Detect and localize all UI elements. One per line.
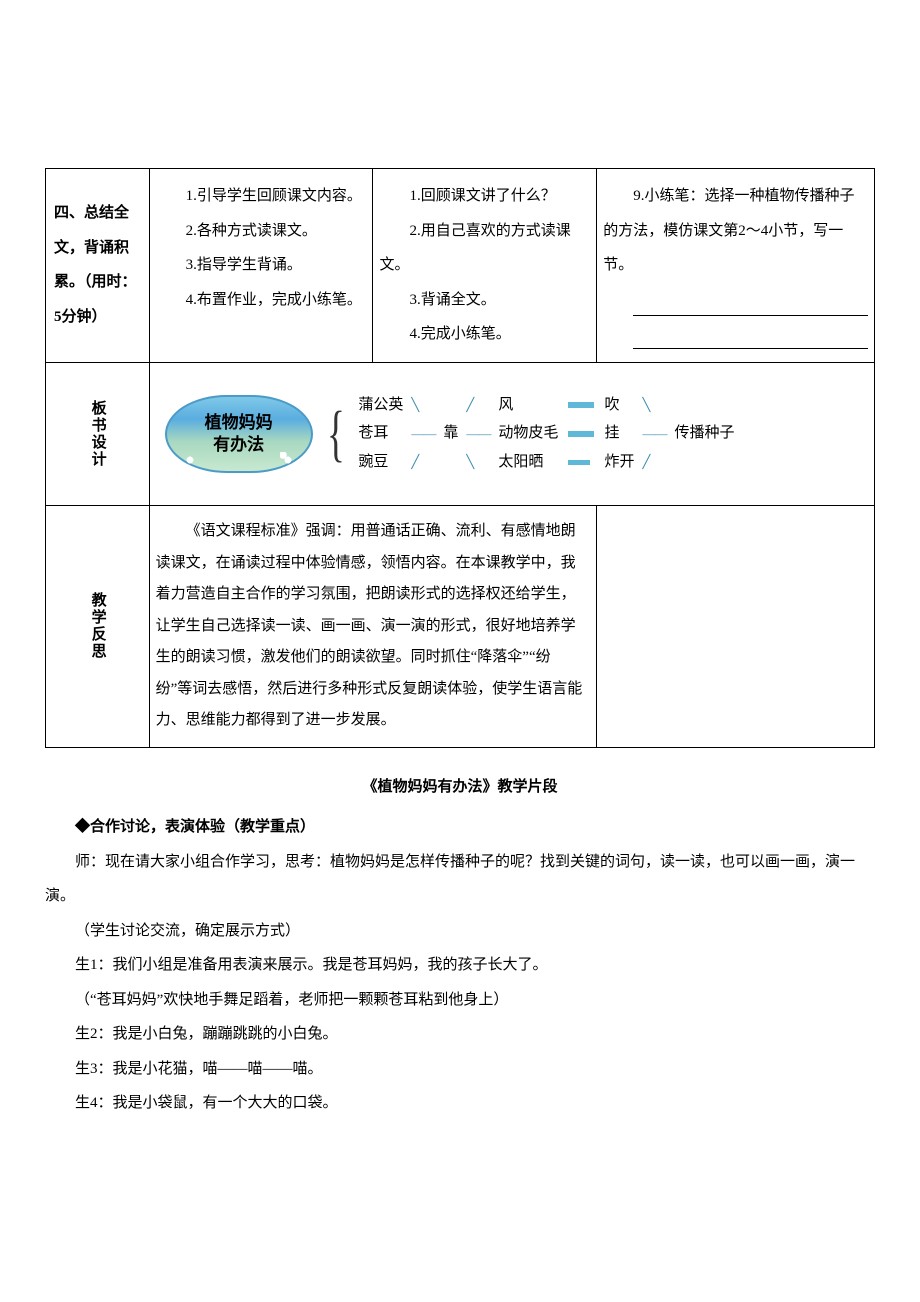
plant: 豌豆: [358, 450, 403, 476]
assignment: 9.小练笔：选择一种植物传播种子的方法，模仿课文第2～4小节，写一节。: [597, 169, 875, 363]
dialogue-line: 生2：我是小白兔，蹦蹦跳跳的小白兔。: [45, 1017, 875, 1052]
reflection-label: 教学反思: [46, 506, 150, 748]
dash-icon: [566, 450, 596, 476]
board-design-label: 板书设计: [46, 362, 150, 506]
dialogue-line: 生4：我是小袋鼠，有一个大大的口袋。: [45, 1086, 875, 1121]
diagram-grid: 蒲公英 ╲ ╱ 风 吹 ╲ 苍耳 —— 靠 —— 动物皮毛 挂 ——: [358, 393, 734, 476]
dash-icon: [566, 393, 596, 419]
write-line: [633, 316, 868, 349]
list-item: 4.布置作业，完成小练笔。: [156, 283, 367, 318]
lesson-table: 四、总结全文，背诵积累。（用时：5分钟） 1.引导学生回顾课文内容。 2.各种方…: [45, 168, 875, 748]
rely: 靠: [443, 421, 458, 447]
teacher-activities: 1.引导学生回顾课文内容。 2.各种方式读课文。 3.指导学生背诵。 4.布置作…: [149, 169, 373, 363]
topic-badge: 植物妈妈 有办法: [165, 395, 313, 473]
connector-line: ——: [466, 423, 490, 445]
dialogue-line: 师：现在请大家小组合作学习，思考：植物妈妈是怎样传播种子的呢？找到关键的词句，读…: [45, 845, 875, 914]
reflection-text-cell: 《语文课程标准》强调：用普通话正确、流利、有感情地朗读课文，在诵读过程中体验情感…: [149, 506, 597, 748]
agent: 太阳晒: [498, 450, 558, 476]
table-row-reflection: 教学反思 《语文课程标准》强调：用普通话正确、流利、有感情地朗读课文，在诵读过程…: [46, 506, 875, 748]
connector-line: ╱: [642, 451, 666, 473]
dialogue-line: （学生讨论交流，确定展示方式）: [45, 914, 875, 949]
dialogue-line: 生3：我是小花猫，喵——喵——喵。: [45, 1052, 875, 1087]
list-item: 1.回顾课文讲了什么？: [379, 179, 590, 214]
list-item: 2.用自己喜欢的方式读课文。: [379, 214, 590, 283]
write-line: [633, 283, 868, 316]
verb: 炸开: [604, 450, 634, 476]
list-item: 4.完成小练笔。: [379, 317, 590, 352]
connector-line: ——: [642, 423, 666, 445]
agent: 风: [498, 393, 558, 419]
list-item: 2.各种方式读课文。: [156, 214, 367, 249]
verb: 挂: [604, 421, 634, 447]
agent: 动物皮毛: [498, 421, 558, 447]
teaching-fragment: 《植物妈妈有办法》教学片段 ◆合作讨论，表演体验（教学重点） 师：现在请大家小组…: [45, 770, 875, 1121]
dialogue-line: 生1：我们小组是准备用表演来展示。我是苍耳妈妈，我的孩子长大了。: [45, 948, 875, 983]
board-diagram: 植物妈妈 有办法 { 蒲公英 ╲ ╱ 风 吹 ╲ 苍耳 —— 靠: [165, 393, 859, 476]
student-activities: 1.回顾课文讲了什么？ 2.用自己喜欢的方式读课文。 3.背诵全文。 4.完成小…: [373, 169, 597, 363]
assignment-text: 9.小练笔：选择一种植物传播种子的方法，模仿课文第2～4小节，写一节。: [603, 179, 868, 283]
fragment-subtitle: ◆合作讨论，表演体验（教学重点）: [45, 810, 875, 845]
brace-icon: {: [327, 403, 345, 465]
reflection-text: 《语文课程标准》强调：用普通话正确、流利、有感情地朗读课文，在诵读过程中体验情感…: [156, 516, 587, 737]
connector-line: ╱: [466, 394, 490, 416]
connector-line: ——: [411, 423, 435, 445]
connector-line: ╱: [411, 451, 435, 473]
table-row-summary: 四、总结全文，背诵积累。（用时：5分钟） 1.引导学生回顾课文内容。 2.各种方…: [46, 169, 875, 363]
list-item: 3.指导学生背诵。: [156, 248, 367, 283]
plant: 蒲公英: [358, 393, 403, 419]
dash-icon: [566, 421, 596, 447]
connector-line: ╲: [642, 394, 666, 416]
verb: 吹: [604, 393, 634, 419]
badge-line2: 有办法: [213, 434, 264, 456]
connector-line: ╲: [466, 451, 490, 473]
badge-line1: 植物妈妈: [205, 412, 273, 434]
table-row-board: 板书设计 植物妈妈 有办法 { 蒲公英 ╲ ╱ 风 吹 ╲: [46, 362, 875, 506]
list-item: 1.引导学生回顾课文内容。: [156, 179, 367, 214]
plant: 苍耳: [358, 421, 403, 447]
list-item: 3.背诵全文。: [379, 283, 590, 318]
section-heading: 四、总结全文，背诵积累。（用时：5分钟）: [46, 169, 150, 363]
connector-line: ╲: [411, 394, 435, 416]
board-diagram-cell: 植物妈妈 有办法 { 蒲公英 ╲ ╱ 风 吹 ╲ 苍耳 —— 靠: [149, 362, 874, 506]
dialogue-line: （“苍耳妈妈”欢快地手舞足蹈着，老师把一颗颗苍耳粘到他身上）: [45, 983, 875, 1018]
fragment-title: 《植物妈妈有办法》教学片段: [45, 770, 875, 805]
result: 传播种子: [674, 421, 734, 447]
reflection-empty: [597, 506, 875, 748]
